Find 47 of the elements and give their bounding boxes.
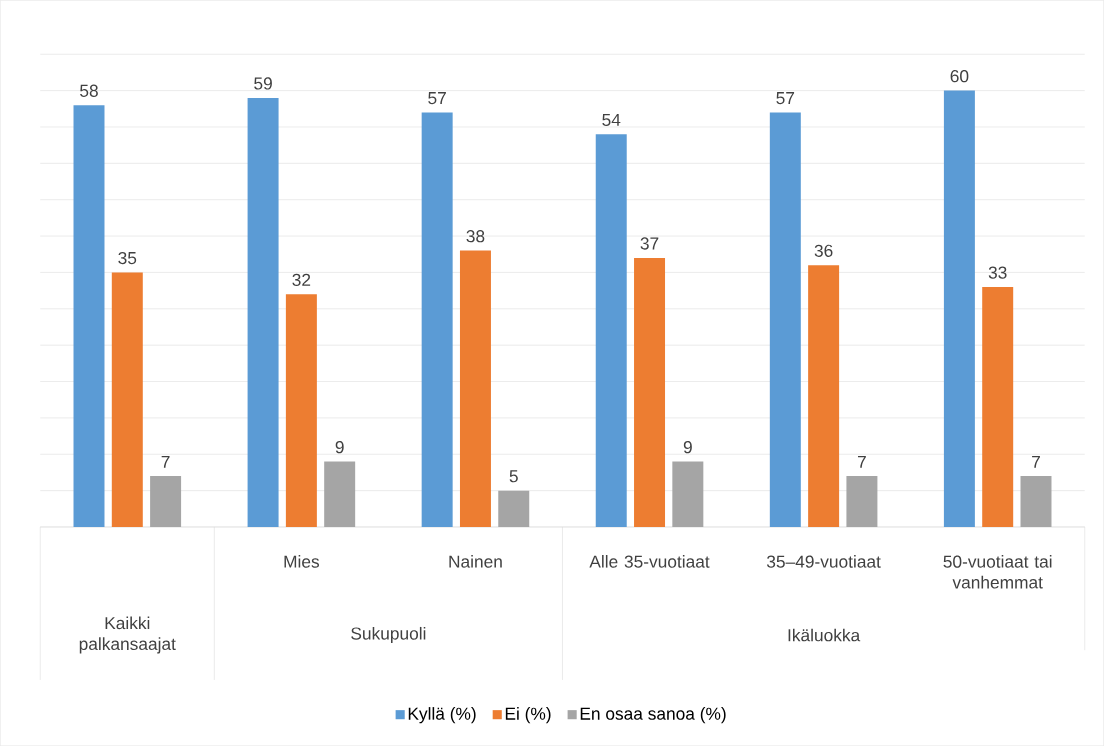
x-tick-label: Alle 35-vuotiaat xyxy=(589,554,710,568)
data-label: 38 xyxy=(466,230,485,243)
bar xyxy=(595,134,627,527)
x-tick-label: Nainen xyxy=(449,554,502,568)
x-tick-label: 35–49-vuotiaat xyxy=(766,554,881,568)
text: Ikäluokka xyxy=(788,628,861,642)
data-label: 7 xyxy=(161,455,170,468)
bar xyxy=(324,461,356,527)
data-label: 59 xyxy=(254,77,272,90)
bar xyxy=(498,490,530,527)
data-label: 9 xyxy=(335,440,344,454)
bar xyxy=(808,265,840,527)
bar xyxy=(421,112,453,527)
bar xyxy=(943,90,975,527)
data-label: 32 xyxy=(292,273,311,286)
bar xyxy=(459,250,491,527)
data-label: 54 xyxy=(602,113,621,126)
bar xyxy=(634,257,666,527)
text: Sukupuoli xyxy=(351,626,426,644)
data-label: 5 xyxy=(509,470,518,483)
legend-label: Kyllä (%) xyxy=(408,707,476,724)
data-label: 57 xyxy=(428,92,446,105)
legend-label: En osaa sanoa (%) xyxy=(580,707,726,724)
bar xyxy=(982,286,1014,527)
data-label: 37 xyxy=(640,237,659,250)
bar xyxy=(672,461,704,527)
data-label: 60 xyxy=(950,70,969,83)
data-label: 7 xyxy=(1032,455,1040,468)
data-label: 9 xyxy=(683,440,692,454)
bar xyxy=(247,97,279,527)
data-label: 33 xyxy=(988,266,1007,279)
data-label: 57 xyxy=(776,92,795,105)
text: Kaikki palkansaajat xyxy=(79,616,176,654)
data-label: 58 xyxy=(80,84,98,97)
x-tick-label: Mies xyxy=(284,554,320,568)
bar xyxy=(285,294,317,527)
bar xyxy=(111,272,143,527)
bar xyxy=(769,112,801,527)
bar xyxy=(846,476,878,527)
data-label: 36 xyxy=(814,244,833,257)
data-label: 35 xyxy=(118,251,137,265)
bar xyxy=(73,105,105,527)
bar xyxy=(1020,476,1052,527)
legend-label: Ei (%) xyxy=(505,707,551,724)
bar xyxy=(150,476,182,527)
data-label: 7 xyxy=(857,455,866,468)
x-tick-label: 50-vuotiaat tai vanhemmat xyxy=(943,554,1052,589)
